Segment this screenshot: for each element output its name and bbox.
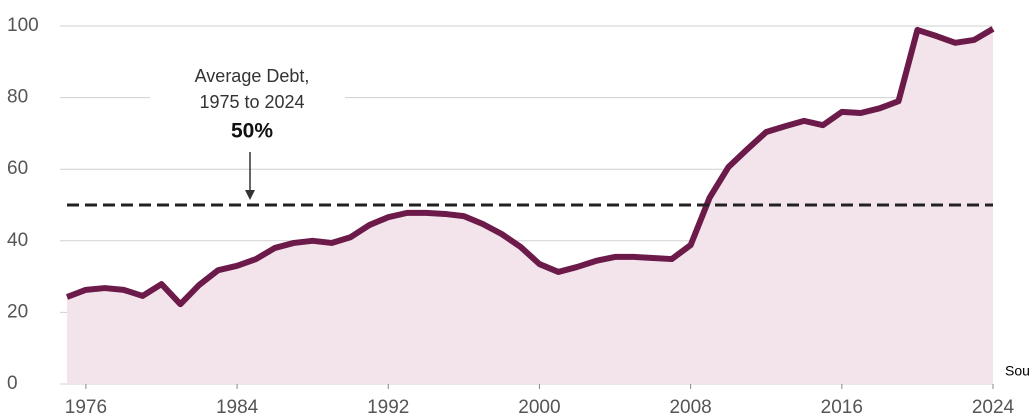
x-tick-label: 2016 <box>821 397 863 418</box>
area-fill <box>67 28 993 384</box>
x-tick-label: 1992 <box>367 397 409 418</box>
y-tick-label: 20 <box>7 301 28 322</box>
annotation-text: 1975 to 2024 <box>199 92 304 112</box>
line <box>65 26 995 308</box>
y-tick-label: 60 <box>7 158 28 179</box>
x-tick-label: 2000 <box>518 397 560 418</box>
annotation-arrowhead <box>245 190 255 200</box>
y-tick-label: 100 <box>7 15 39 36</box>
source-note: Sou <box>1005 363 1029 379</box>
x-tick-label: 1976 <box>65 397 107 418</box>
y-tick-label: 0 <box>7 373 18 394</box>
y-tick-label: 40 <box>7 230 28 251</box>
x-tick-label: 1984 <box>216 397 259 418</box>
annotation-bg <box>150 62 345 148</box>
y-tick-label: 80 <box>7 87 28 108</box>
annotation-value: 50% <box>231 120 273 143</box>
annotation-text: Average Debt, <box>195 66 310 86</box>
x-tick-label: 2024 <box>972 397 1015 418</box>
x-tick-label: 2008 <box>669 397 711 418</box>
